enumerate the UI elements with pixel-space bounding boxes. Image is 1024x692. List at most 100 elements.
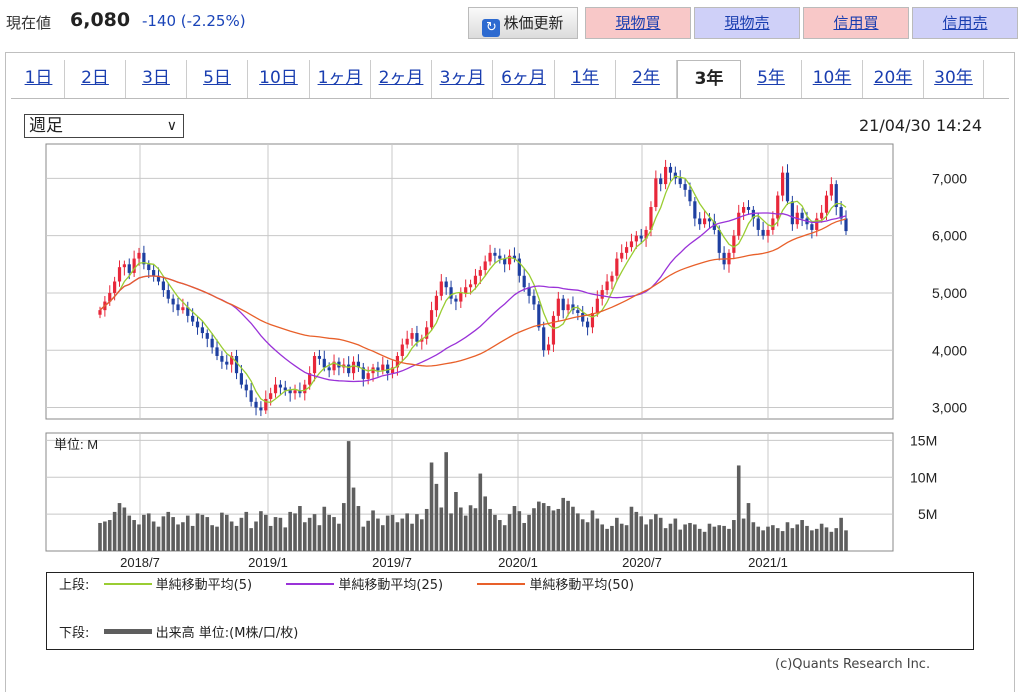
candle-body — [298, 390, 302, 394]
x-tick-label: 2020/7 — [622, 555, 662, 570]
buy-margin-button[interactable]: 信用買 — [803, 7, 909, 39]
volume-bar — [736, 465, 741, 551]
x-tick-label: 2018/7 — [120, 555, 160, 570]
volume-bar — [717, 525, 722, 551]
candle-body — [507, 255, 512, 265]
volume-bar — [444, 452, 448, 551]
volume-bar — [561, 497, 566, 551]
tab-8[interactable]: 3ヶ月 — [432, 60, 493, 98]
candle-body — [98, 310, 102, 315]
candle-body — [483, 261, 487, 271]
volume-bar — [839, 517, 843, 551]
buy-cash-button[interactable]: 現物買 — [585, 7, 691, 39]
candle-body — [420, 338, 424, 342]
volume-bar — [385, 515, 390, 551]
volume-bar — [205, 517, 210, 551]
candle-body — [790, 201, 794, 225]
tab-16[interactable]: 30年 — [924, 60, 984, 98]
volume-bar — [142, 514, 146, 551]
tab-15[interactable]: 20年 — [863, 60, 924, 98]
candle-body — [820, 212, 824, 219]
tab-14[interactable]: 10年 — [802, 60, 863, 98]
candle-body — [688, 189, 692, 202]
candle-body — [473, 275, 478, 285]
sell-cash-button[interactable]: 現物売 — [694, 7, 800, 39]
volume-bar — [268, 525, 273, 551]
volume-bar — [224, 514, 229, 551]
volume-bar — [288, 511, 292, 551]
volume-bar — [527, 514, 531, 551]
volume-bar — [254, 521, 258, 551]
volume-bar — [507, 514, 512, 551]
volume-bar — [541, 503, 546, 551]
tab-4[interactable]: 5日 — [187, 60, 248, 98]
tab-13[interactable]: 5年 — [741, 60, 802, 98]
candle-body — [288, 390, 292, 394]
tab-6[interactable]: 1ヶ月 — [310, 60, 371, 98]
volume-bar — [795, 524, 800, 551]
candle-body — [181, 307, 185, 311]
volume-bar — [234, 525, 239, 551]
candle-body — [186, 307, 190, 316]
candle-body — [459, 292, 463, 302]
ma25-line-swatch — [286, 583, 335, 585]
tab-7[interactable]: 2ヶ月 — [371, 60, 432, 98]
candle-body — [415, 333, 419, 342]
candle-body — [278, 384, 283, 388]
candle-body — [215, 347, 219, 356]
volume-bar — [283, 527, 288, 551]
volume-bar — [341, 503, 346, 551]
candle-body — [498, 255, 502, 259]
volume-bar — [644, 524, 648, 551]
volume-bar — [103, 521, 107, 551]
volume-bar — [112, 511, 117, 551]
volume-tick-label: 10M — [910, 469, 937, 485]
volume-bar — [785, 522, 790, 551]
candle-body — [585, 321, 590, 328]
tab-11[interactable]: 2年 — [616, 60, 677, 98]
candle-body — [303, 384, 307, 394]
volume-bar — [210, 525, 214, 551]
volume-bar — [156, 526, 161, 551]
candle-body — [239, 373, 243, 385]
volume-bar — [668, 523, 673, 551]
refresh-button[interactable]: ↻ 株価更新 — [468, 7, 578, 39]
volume-bar — [410, 523, 414, 551]
candle-body — [449, 287, 453, 299]
candle-body — [366, 373, 370, 379]
tab-2[interactable]: 2日 — [65, 60, 126, 98]
candle-body — [581, 313, 585, 322]
volume-bar — [673, 518, 678, 551]
volume-bar — [790, 528, 795, 551]
volume-bar — [624, 525, 629, 551]
x-tick-label: 2021/1 — [748, 555, 788, 570]
tab-1[interactable]: 1日 — [13, 60, 65, 98]
candle-body — [132, 258, 136, 273]
period-select[interactable]: 週足 ∨ — [24, 114, 184, 138]
y-tick-label: 5,000 — [932, 285, 967, 301]
tab-9[interactable]: 6ヶ月 — [493, 60, 555, 98]
candle-body — [347, 364, 351, 374]
price-bar: 現在値 6,080 -140 (-2.25%) ↻ 株価更新 現物買 現物売 信用… — [0, 0, 1024, 46]
candle-body — [766, 229, 770, 236]
volume-bar — [517, 511, 522, 551]
volume-bar — [337, 523, 341, 551]
volume-bar — [405, 513, 409, 551]
volume-bar — [415, 514, 419, 551]
range-tabs: 1日 2日 3日 5日 10日 1ヶ月 2ヶ月 3ヶ月 6ヶ月 1年 2年 3年 5年 10年 20年 30年 — [13, 60, 1003, 100]
tab-12[interactable]: 3年 — [677, 60, 741, 100]
candle-body — [122, 264, 126, 268]
sell-margin-button[interactable]: 信用売 — [912, 7, 1018, 39]
volume-bar — [361, 526, 366, 551]
candle-body — [800, 212, 804, 219]
tab-3[interactable]: 3日 — [126, 60, 187, 98]
volume-bar — [220, 512, 224, 551]
volume-bar — [161, 516, 166, 551]
volume-bar — [478, 473, 483, 551]
tab-10[interactable]: 1年 — [555, 60, 616, 98]
tab-5[interactable]: 10日 — [248, 60, 310, 98]
volume-bar — [751, 522, 756, 551]
volume-bar — [512, 506, 517, 551]
y-tick-label: 6,000 — [932, 228, 967, 244]
volume-unit-label: 単位: M — [54, 437, 98, 452]
